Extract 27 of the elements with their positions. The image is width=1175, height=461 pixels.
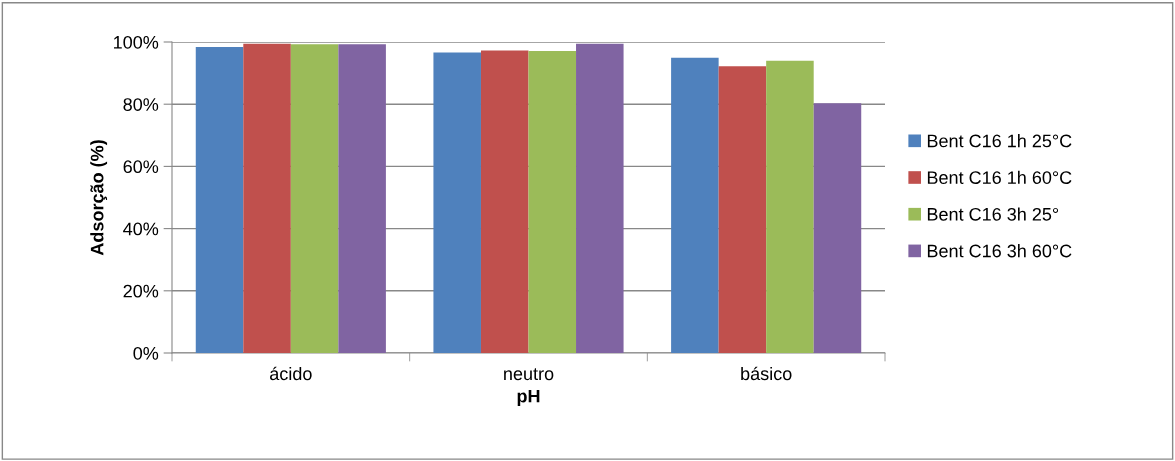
bar: [290, 44, 339, 353]
x-tick-label: ácido: [270, 366, 312, 381]
x-tick-label: neutro: [504, 368, 554, 381]
legend-label: Bent C16 1h 25°C: [927, 134, 1072, 148]
x-axis-title: pH: [517, 389, 540, 407]
y-tick-label: 0%: [133, 346, 159, 360]
y-tick-label: 60%: [123, 160, 159, 174]
y-tick-label: 80%: [123, 98, 159, 111]
legend-label: Bent C16 3h 60°C: [927, 244, 1072, 258]
bar: [480, 50, 529, 353]
y-axis-title: Adsorção (%): [90, 140, 108, 256]
x-tick-label: básico: [741, 366, 792, 381]
bar: [528, 51, 577, 353]
bar: [813, 103, 862, 353]
y-tick-label: 20%: [123, 284, 159, 298]
bar: [576, 43, 624, 353]
y-tick-label: 100%: [114, 35, 159, 49]
bar: [243, 43, 291, 353]
legend-label: Bent C16 1h 60°C: [927, 170, 1072, 184]
bar: [766, 60, 814, 353]
y-tick-label: 40%: [123, 222, 159, 236]
bar: [433, 52, 481, 353]
bar: [671, 57, 719, 353]
bar: [195, 46, 244, 353]
bar: [718, 66, 767, 353]
bar: [338, 44, 386, 353]
legend-label: Bent C16 3h 25°: [927, 207, 1059, 221]
